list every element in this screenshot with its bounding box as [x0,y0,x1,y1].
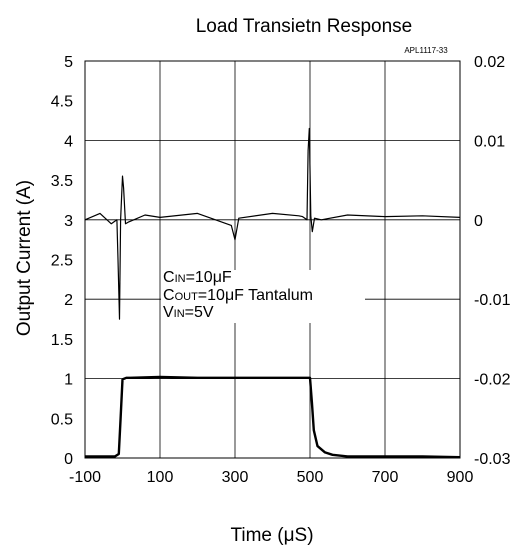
series-line-output-current [85,375,461,459]
y2-tick-label: 0 [474,213,483,230]
y-tick-label: 2.5 [51,253,73,270]
annotation-vin-sub: IN [173,308,185,320]
y-tick-label: 2 [64,292,73,309]
grid [84,61,461,458]
annotation-cout-main: C [163,286,175,304]
chart-title: Load Transietn Response [196,16,413,37]
annotation-box: CIN=10μF COUT=10μF Tantalum VIN=5V [161,269,365,323]
annotation-cin-rest: =10μF [185,269,232,286]
y-tick-label: 5 [64,54,73,71]
annotation-cout-rest: =10μF Tantalum [197,286,314,304]
y-tick-label: 0 [64,451,73,468]
x-tick-label: 100 [147,469,174,486]
x-tick-label: 700 [372,469,399,486]
y-tick-label: 0.5 [51,411,73,428]
annotation-vin-rest: =5V [184,304,214,321]
y2-tick-label: -0.02 [474,372,511,389]
x-tick-label: 300 [222,469,249,486]
x-tick-label: 900 [447,469,474,486]
y-tick-label: 4 [64,133,73,150]
y-tick-label: 1 [64,372,73,389]
annotation-cin-sub: IN [174,273,186,285]
annotation-cin-main: C [163,269,175,286]
y-tick-label: 4.5 [51,94,73,111]
x-tick-label: -100 [69,469,101,486]
annotation-vin: VIN=5V [163,304,363,323]
y2-tick-label: -0.01 [474,292,511,309]
chart-code: APL1117-33 [404,46,448,55]
x-axis-label: Time (μS) [230,525,313,546]
annotation-cout-sub: OUT [174,290,198,303]
series-group [84,127,461,459]
y2-tick-label: 0.02 [474,54,505,71]
x-tick-label: 500 [297,469,324,486]
annotation-cin: CIN=10μF [163,269,363,288]
y-tick-label: 1.5 [51,332,73,349]
y2-tick-label: 0.01 [474,133,505,150]
series-line-output-voltage-deviation [84,127,461,320]
y-tick-label: 3.5 [51,173,73,190]
annotation-vin-main: V [163,304,174,321]
plot-frame [84,60,461,459]
tick-labels: -100 100 300 500 700 900 0 0.5 1 1.5 2 2.5 3 3.5 4 4.5 5… [51,54,511,486]
y2-tick-label: -0.03 [474,451,511,468]
annotation-cout: COUT=10μF Tantalum [163,286,363,306]
y-tick-label: 3 [64,213,73,230]
y-axis-label: Output Current (A) [14,180,35,336]
